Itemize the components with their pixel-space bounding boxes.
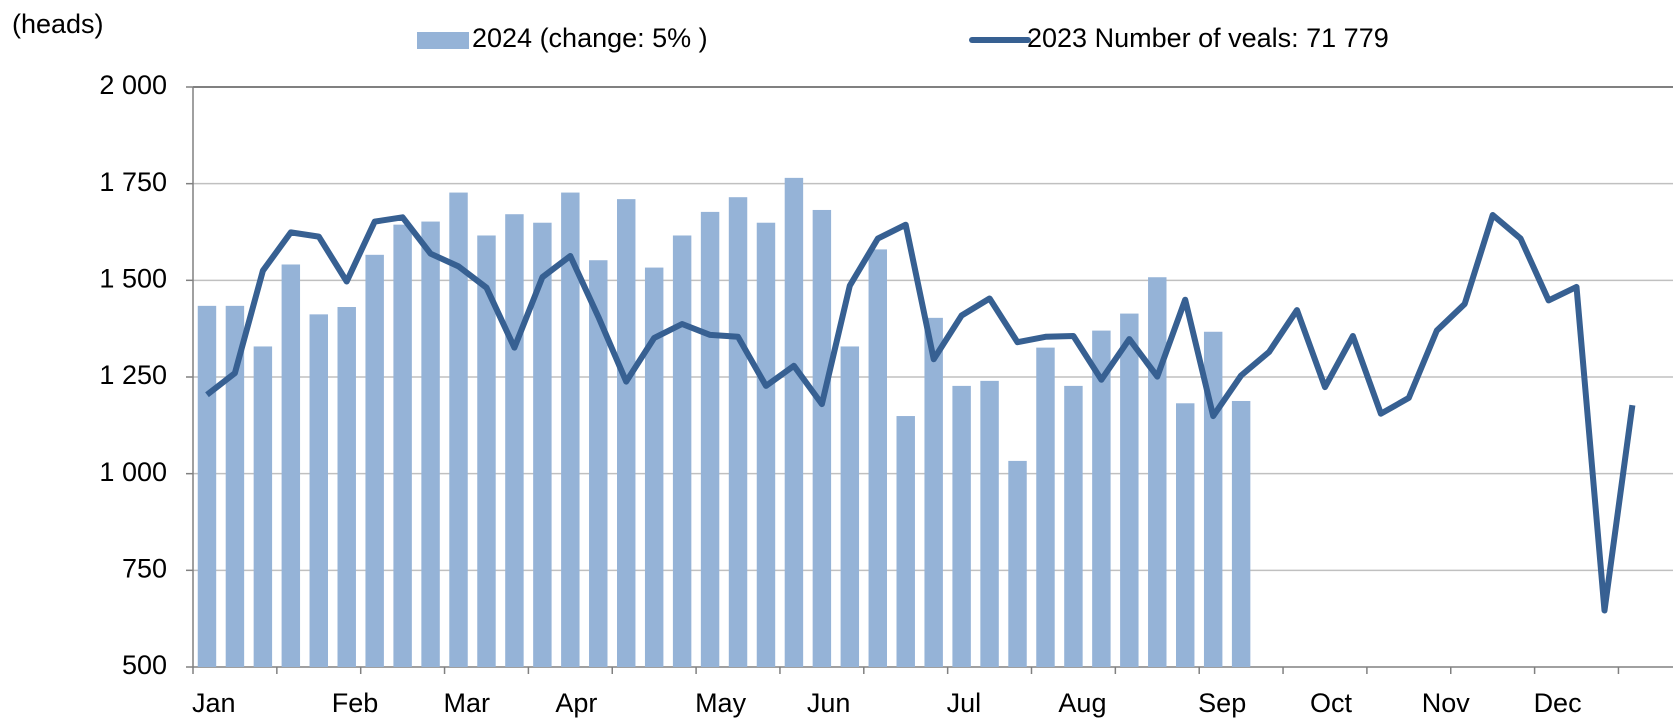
x-tick-label: May bbox=[695, 688, 747, 718]
bar bbox=[728, 197, 748, 667]
x-tick-label: Nov bbox=[1422, 688, 1471, 718]
bar bbox=[1148, 277, 1167, 667]
y-axis-label: (heads) bbox=[12, 9, 104, 39]
y-tick-label: 1 250 bbox=[99, 360, 167, 390]
bar bbox=[225, 305, 245, 667]
bar bbox=[393, 224, 412, 668]
y-tick-label: 750 bbox=[122, 553, 167, 583]
bar bbox=[1036, 347, 1055, 667]
bar bbox=[1092, 330, 1111, 667]
bar bbox=[980, 380, 999, 667]
bar bbox=[1176, 403, 1195, 667]
bar bbox=[309, 314, 328, 667]
x-tick-label: Jun bbox=[807, 688, 851, 718]
bar bbox=[281, 264, 301, 667]
line bbox=[205, 212, 1636, 614]
legend-label: 2024 (change: 5% ) bbox=[472, 23, 708, 53]
bar bbox=[1008, 460, 1027, 667]
bar bbox=[589, 260, 608, 667]
bar bbox=[644, 267, 664, 667]
bar bbox=[477, 235, 496, 668]
y-tick-label: 1 000 bbox=[99, 457, 167, 487]
bar bbox=[784, 177, 804, 667]
bar bbox=[617, 199, 636, 667]
bar bbox=[756, 222, 776, 667]
y-tick-label: 2 000 bbox=[99, 70, 167, 100]
bar bbox=[924, 317, 943, 667]
x-tick-label: Sep bbox=[1198, 688, 1246, 718]
bar bbox=[1231, 400, 1251, 667]
x-tick-label: Dec bbox=[1534, 688, 1582, 718]
bar bbox=[1120, 313, 1139, 667]
bar bbox=[337, 307, 356, 667]
x-tick-label: Jul bbox=[947, 688, 982, 718]
x-tick-label: Aug bbox=[1058, 688, 1106, 718]
bar bbox=[840, 346, 860, 667]
bar bbox=[253, 346, 273, 667]
bar bbox=[812, 209, 832, 667]
x-tick-label: Apr bbox=[555, 688, 597, 718]
bar bbox=[533, 222, 552, 667]
bar bbox=[700, 211, 720, 668]
bar bbox=[868, 249, 887, 667]
bar bbox=[421, 221, 440, 667]
y-tick-label: 1 500 bbox=[99, 263, 167, 293]
x-tick-label: Feb bbox=[332, 688, 379, 718]
x-tick-label: Jan bbox=[192, 688, 236, 718]
bar bbox=[896, 416, 915, 667]
y-tick-label: 1 750 bbox=[99, 167, 167, 197]
y-tick-label: 500 bbox=[122, 650, 167, 680]
bar bbox=[365, 254, 384, 667]
bar bbox=[1203, 331, 1223, 667]
bar bbox=[561, 192, 580, 667]
bar bbox=[197, 305, 217, 667]
bar bbox=[952, 385, 971, 667]
bar bbox=[449, 192, 468, 667]
bar bbox=[672, 235, 692, 668]
x-tick-label: Mar bbox=[444, 688, 491, 718]
bar bbox=[505, 214, 524, 668]
legend-swatch bbox=[417, 32, 469, 49]
legend-label: 2023 Number of veals: 71 779 bbox=[1027, 23, 1389, 53]
bar bbox=[1064, 385, 1083, 667]
x-tick-label: Oct bbox=[1310, 688, 1353, 718]
